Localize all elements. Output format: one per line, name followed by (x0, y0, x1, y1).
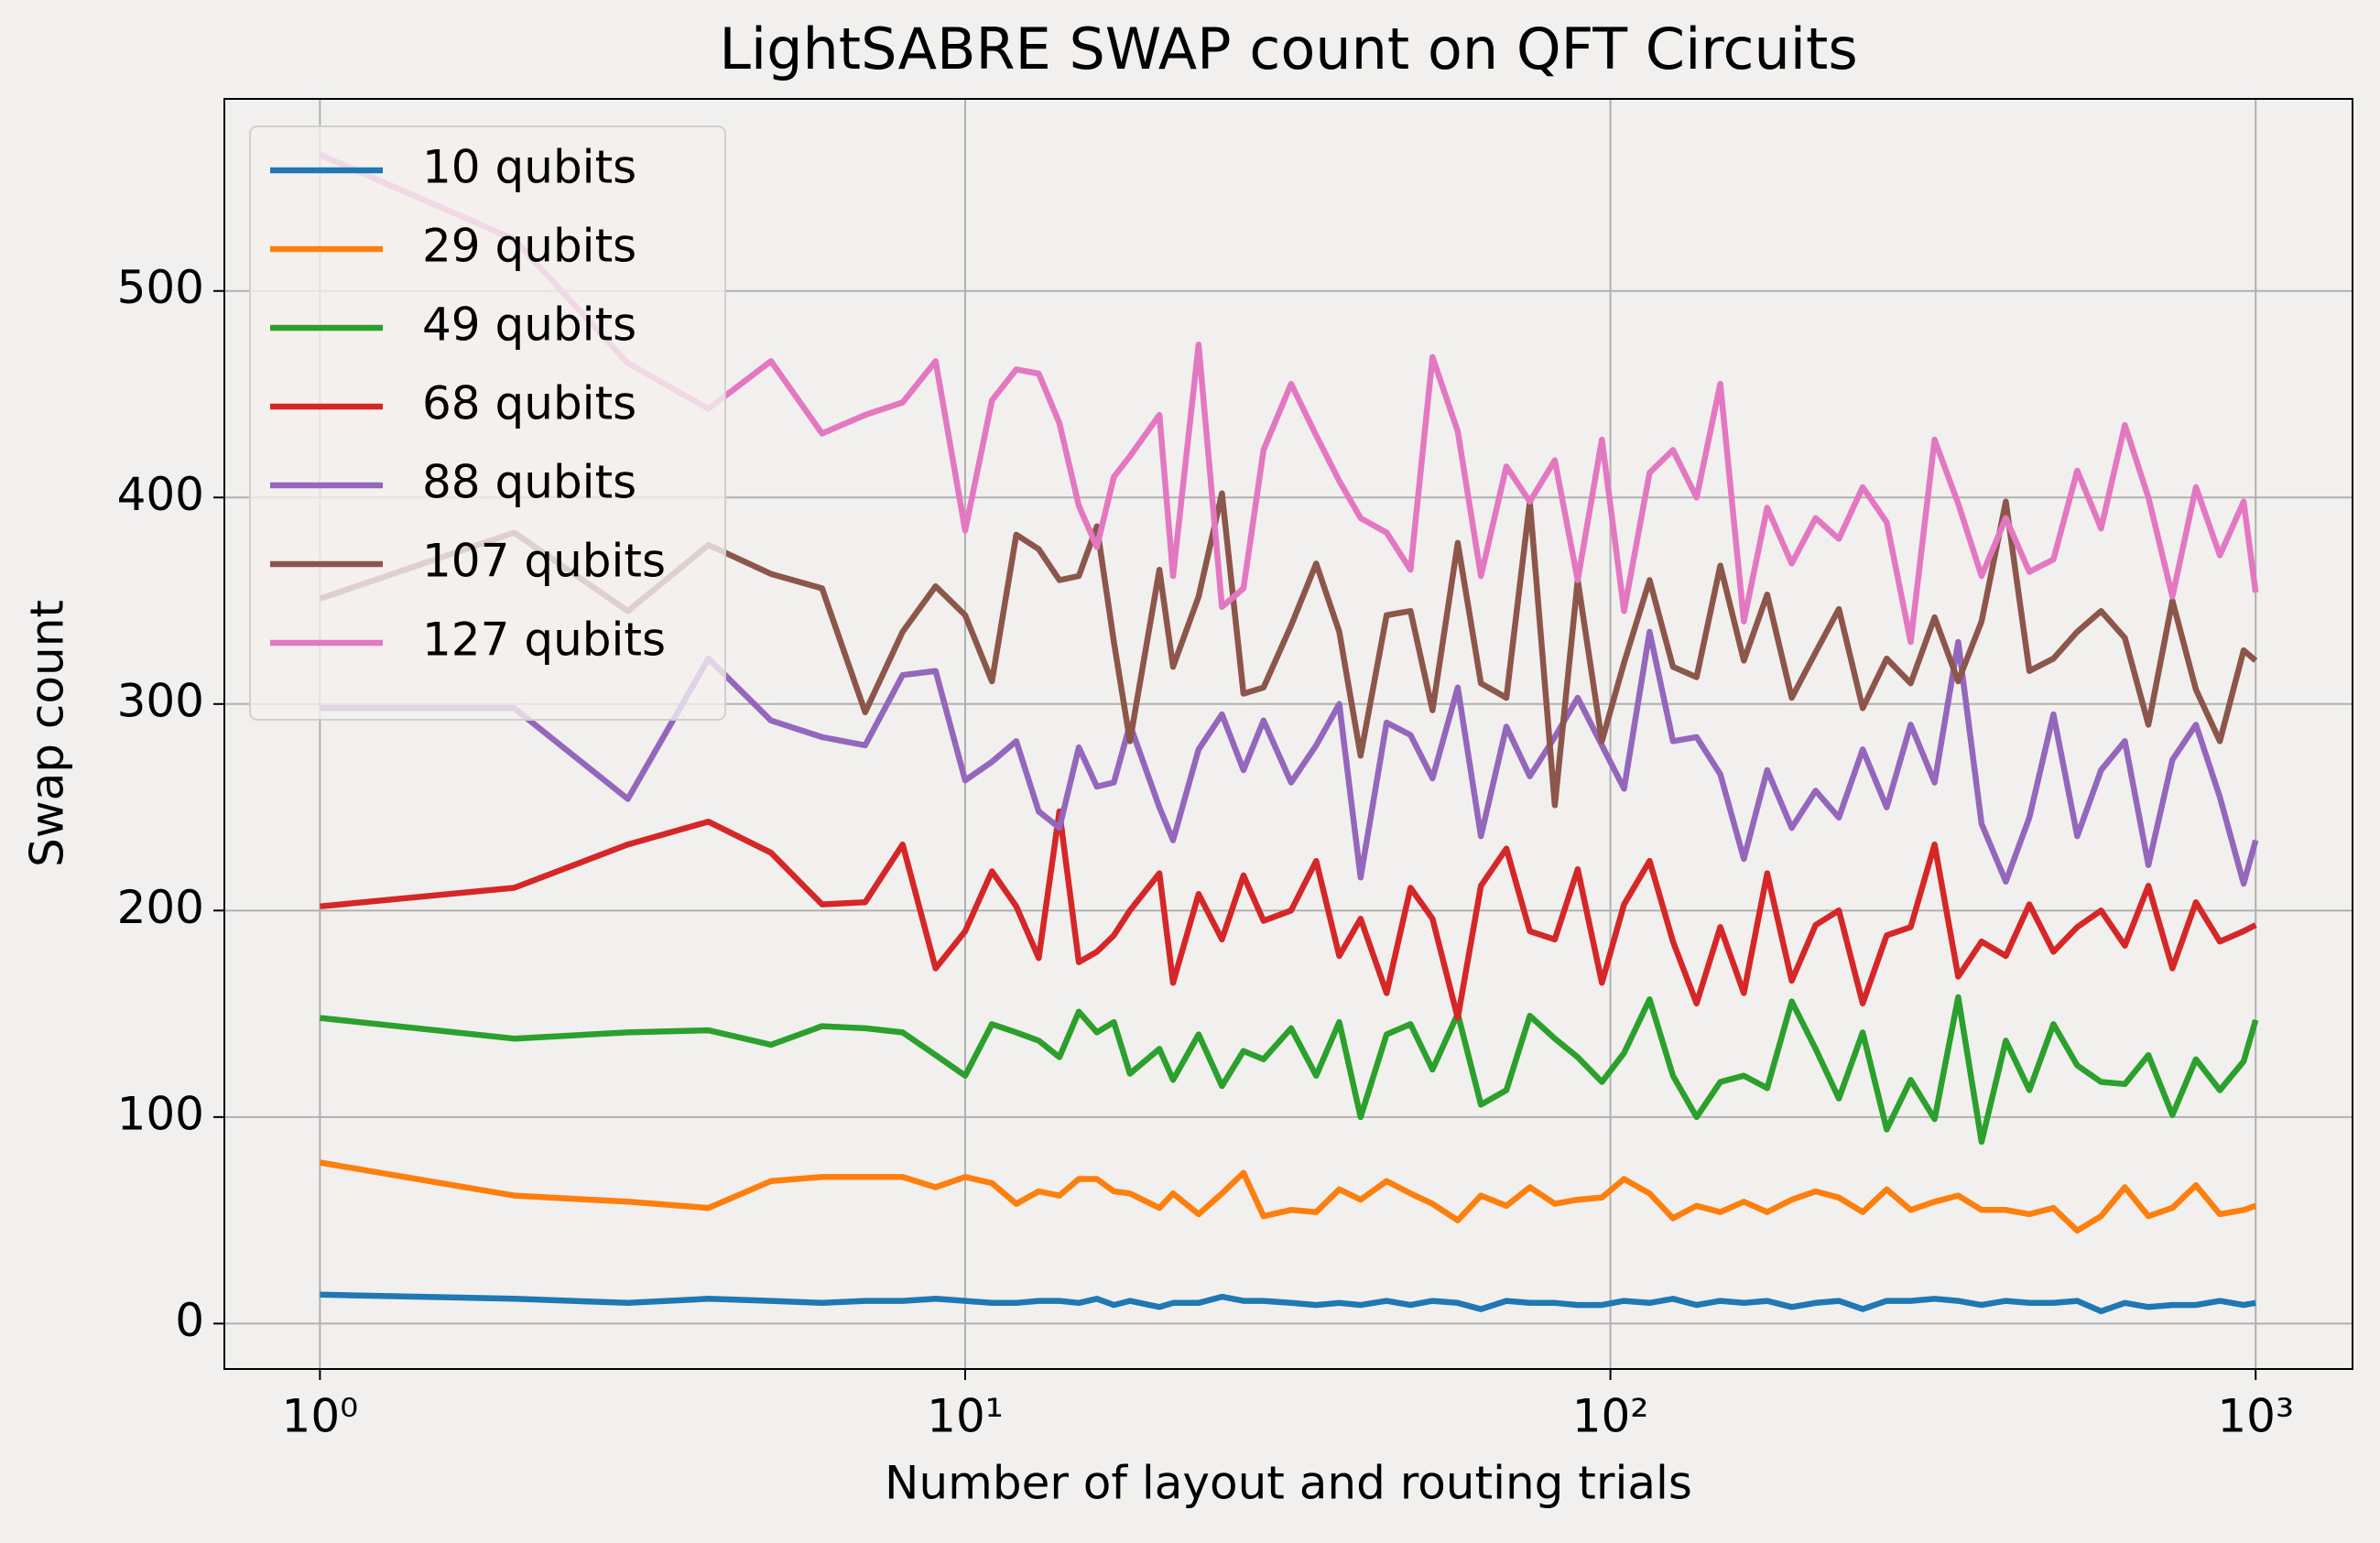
legend-box (249, 125, 726, 721)
legend-label: 29 qubits (422, 220, 636, 273)
x-tick-label: 10¹ (927, 1390, 1004, 1443)
line-series (320, 628, 2259, 887)
x-tick-label: 10⁰ (282, 1390, 359, 1443)
legend-label: 49 qubits (422, 299, 636, 352)
line-series (320, 808, 2257, 1021)
y-tick-label: 200 (117, 881, 204, 934)
line-series (320, 994, 2259, 1146)
x-tick-label: 10³ (2217, 1390, 2294, 1443)
y-tick-label: 300 (117, 674, 204, 727)
line-series (319, 151, 2259, 646)
x-axis-label: Number of layout and routing trials (885, 1457, 1692, 1510)
legend: 10 qubits 29 qubits 49 qubits 68 qubits 88 q… (249, 125, 726, 721)
legend-label: 127 qubits (422, 614, 666, 667)
line-series (319, 1159, 2257, 1234)
legend-label: 107 qubits (422, 535, 666, 588)
plot-frame (223, 98, 2353, 1370)
y-tick-label: 400 (117, 468, 204, 521)
chart-title: LightSABRE SWAP count on QFT Circuits (719, 16, 1857, 82)
legend-label: 10 qubits (422, 141, 636, 194)
y-tick-label: 500 (117, 261, 204, 314)
legend-label: 68 qubits (422, 377, 636, 430)
y-tick-label: 100 (117, 1087, 204, 1140)
y-tick-label: 0 (175, 1294, 204, 1347)
line-series (320, 1291, 2256, 1315)
legend-label: 88 qubits (422, 456, 636, 509)
x-tick-label: 10² (1572, 1390, 1649, 1443)
y-axis-label: Swap count (21, 600, 74, 867)
